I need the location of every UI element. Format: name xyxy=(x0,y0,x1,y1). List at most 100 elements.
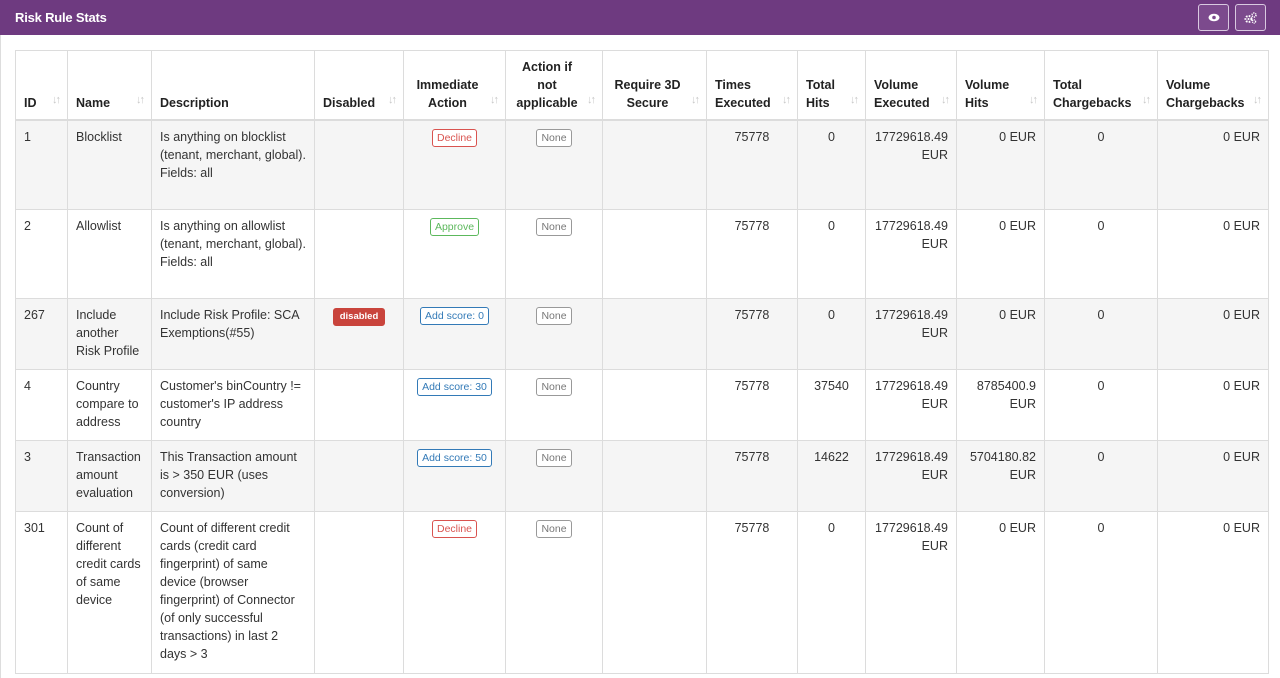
cell-times-executed: 75778 xyxy=(706,368,798,441)
col-header-require-3ds[interactable]: Require 3D Secure ↓↑ xyxy=(602,50,707,121)
action-badge: Approve xyxy=(429,217,480,236)
cell-disabled xyxy=(314,368,404,441)
cell-disabled xyxy=(314,119,404,210)
cell-times-executed: 75778 xyxy=(706,297,798,370)
sort-icon: ↓↑ xyxy=(1253,94,1262,106)
disabled-badge: disabled xyxy=(332,307,386,326)
cogs-icon xyxy=(1244,11,1257,24)
cell-total-chargebacks: 0 xyxy=(1044,368,1158,441)
cell-action-not-applicable: None xyxy=(505,119,603,210)
none-badge: None xyxy=(536,377,572,396)
cell-volume-executed: 17729618.49 EUR xyxy=(865,510,957,674)
col-header-times-executed[interactable]: Times Executed ↓↑ xyxy=(706,50,798,121)
cell-require-3ds xyxy=(602,510,707,674)
cell-name: Include another Risk Profile xyxy=(67,297,152,370)
cell-times-executed: 75778 xyxy=(706,510,798,674)
action-badge: Decline xyxy=(431,129,478,147)
col-header-name[interactable]: Name ↓↑ xyxy=(67,50,152,121)
cell-volume-chargebacks: 0 EUR xyxy=(1157,119,1269,210)
action-badge: Add score: 0 xyxy=(420,306,489,325)
action-badge: Decline xyxy=(431,519,478,538)
cell-volume-hits: 0 EUR xyxy=(956,208,1045,299)
panel-header: Risk Rule Stats xyxy=(0,0,1280,35)
cell-name: Count of different credit cards of same … xyxy=(67,510,152,674)
cell-total-chargebacks: 0 xyxy=(1044,439,1158,512)
cell-name: Country compare to address xyxy=(67,368,152,441)
cell-volume-hits: 5704180.82 EUR xyxy=(956,439,1045,512)
cell-times-executed: 75778 xyxy=(706,439,798,512)
cell-id: 1 xyxy=(15,119,68,210)
cell-volume-executed: 17729618.49 EUR xyxy=(865,368,957,441)
col-header-total-chargebacks[interactable]: Total Chargebacks ↓↑ xyxy=(1044,50,1158,121)
cell-total-hits: 14622 xyxy=(797,439,866,512)
table-row: 2 Allowlist Is anything on allowlist (te… xyxy=(15,208,1269,299)
col-header-action-not-applicable[interactable]: Action if not applicable ↓↑ xyxy=(505,50,603,121)
col-header-volume-executed[interactable]: Volume Executed ↓↑ xyxy=(865,50,957,121)
settings-button[interactable] xyxy=(1235,4,1266,31)
cell-volume-hits: 8785400.9 EUR xyxy=(956,368,1045,441)
sort-icon: ↓↑ xyxy=(136,94,145,106)
cell-volume-hits: 0 EUR xyxy=(956,119,1045,210)
cell-disabled: disabled xyxy=(314,297,404,370)
col-header-disabled[interactable]: Disabled ↓↑ xyxy=(314,50,404,121)
col-header-volume-chargebacks[interactable]: Volume Chargebacks ↓↑ xyxy=(1157,50,1269,121)
cell-volume-hits: 0 EUR xyxy=(956,297,1045,370)
cell-volume-chargebacks: 0 EUR xyxy=(1157,368,1269,441)
cell-require-3ds xyxy=(602,297,707,370)
cell-immediate-action: Add score: 50 xyxy=(403,439,506,512)
cell-volume-executed: 17729618.49 EUR xyxy=(865,297,957,370)
cell-volume-executed: 17729618.49 EUR xyxy=(865,439,957,512)
cell-total-hits: 0 xyxy=(797,208,866,299)
cell-times-executed: 75778 xyxy=(706,119,798,210)
cell-description: Is anything on blocklist (tenant, mercha… xyxy=(151,119,315,210)
cell-disabled xyxy=(314,439,404,512)
cell-volume-chargebacks: 0 EUR xyxy=(1157,297,1269,370)
cell-immediate-action: Decline xyxy=(403,510,506,674)
cell-description: This Transaction amount is > 350 EUR (us… xyxy=(151,439,315,512)
cell-disabled xyxy=(314,510,404,674)
cell-immediate-action: Add score: 30 xyxy=(403,368,506,441)
sort-icon: ↓↑ xyxy=(490,94,499,106)
cell-action-not-applicable: None xyxy=(505,208,603,299)
table-container: ID ↓↑ Name ↓↑ Description Disabled ↓↑ Immed… xyxy=(0,35,1280,678)
cell-id: 4 xyxy=(15,368,68,441)
table-header-row: ID ↓↑ Name ↓↑ Description Disabled ↓↑ Immed… xyxy=(15,50,1269,121)
cell-id: 301 xyxy=(15,510,68,674)
cell-action-not-applicable: None xyxy=(505,510,603,674)
cell-id: 267 xyxy=(15,297,68,370)
table-row: 4 Country compare to address Customer's … xyxy=(15,368,1269,441)
cell-name: Allowlist xyxy=(67,208,152,299)
col-header-id[interactable]: ID ↓↑ xyxy=(15,50,68,121)
col-header-total-hits[interactable]: Total Hits ↓↑ xyxy=(797,50,866,121)
cell-fields: Fields: all xyxy=(160,254,213,269)
cell-description: Customer's binCountry != customer's IP a… xyxy=(151,368,315,441)
cell-total-chargebacks: 0 xyxy=(1044,297,1158,370)
cell-require-3ds xyxy=(602,208,707,299)
col-header-description: Description xyxy=(151,50,315,121)
cell-total-chargebacks: 0 xyxy=(1044,208,1158,299)
page-title: Risk Rule Stats xyxy=(15,10,107,25)
toggle-visibility-button[interactable] xyxy=(1198,4,1229,31)
cell-total-hits: 37540 xyxy=(797,368,866,441)
cell-volume-executed: 17729618.49 EUR xyxy=(865,119,957,210)
table-row: 301 Count of different credit cards of s… xyxy=(15,510,1269,674)
none-badge: None xyxy=(536,129,572,147)
cell-volume-chargebacks: 0 EUR xyxy=(1157,439,1269,512)
cell-id: 3 xyxy=(15,439,68,512)
col-header-volume-hits[interactable]: Volume Hits ↓↑ xyxy=(956,50,1045,121)
sort-icon: ↓↑ xyxy=(850,94,859,106)
action-badge: Add score: 50 xyxy=(417,448,492,467)
cell-total-hits: 0 xyxy=(797,510,866,674)
cell-immediate-action: Decline xyxy=(403,119,506,210)
cell-name: Transaction amount evaluation xyxy=(67,439,152,512)
cell-fields: Fields: all xyxy=(160,166,213,180)
table-row: 1 Blocklist Is anything on blocklist (te… xyxy=(15,119,1269,210)
cell-immediate-action: Add score: 0 xyxy=(403,297,506,370)
cell-action-not-applicable: None xyxy=(505,297,603,370)
col-header-immediate-action[interactable]: Immediate Action ↓↑ xyxy=(403,50,506,121)
eye-icon xyxy=(1208,13,1219,22)
none-badge: None xyxy=(536,306,572,325)
cell-require-3ds xyxy=(602,439,707,512)
cell-total-chargebacks: 0 xyxy=(1044,510,1158,674)
cell-description: Count of different credit cards (credit … xyxy=(151,510,315,674)
